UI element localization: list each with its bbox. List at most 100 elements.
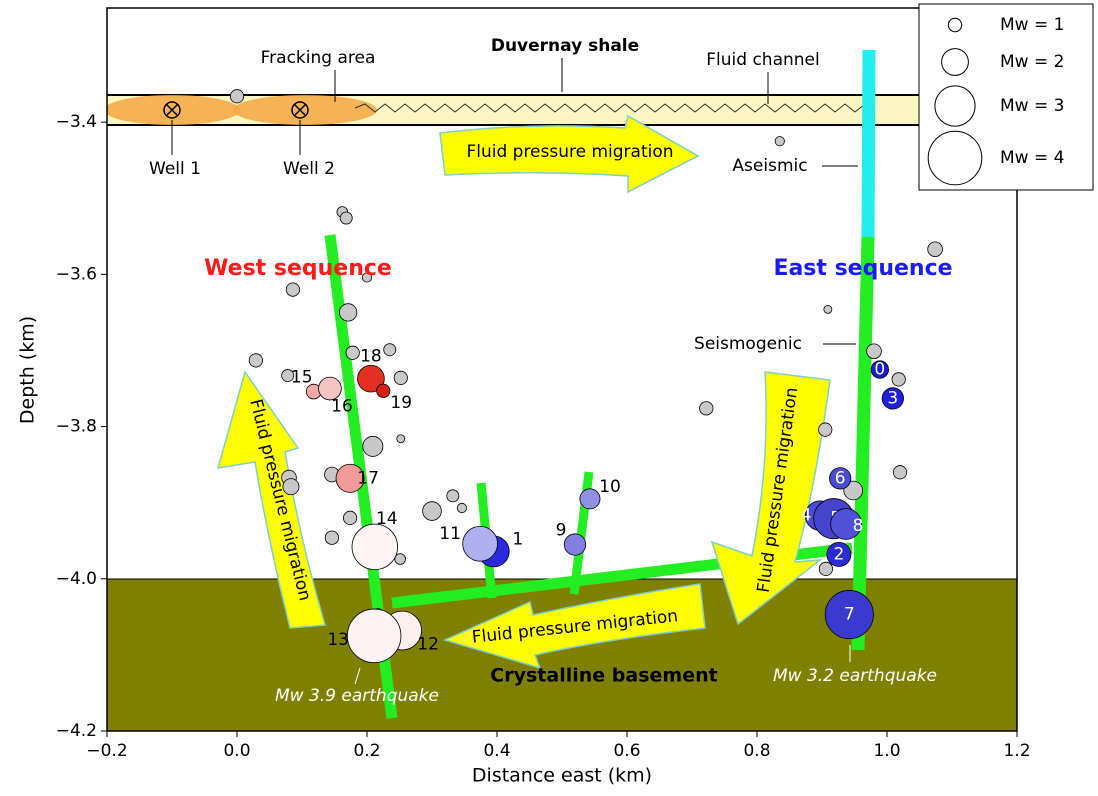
well	[293, 103, 307, 117]
x-tick-label: −0.2	[86, 741, 127, 761]
well	[291, 101, 309, 119]
legend-marker	[947, 17, 963, 33]
background-event	[823, 304, 833, 314]
background-event	[342, 510, 358, 526]
x-tick-label: 0.8	[743, 741, 770, 761]
frac-zone	[233, 95, 377, 125]
legend-label: Mw = 3	[1000, 96, 1064, 116]
legend-label: Mw = 1	[1000, 15, 1064, 35]
background-event	[866, 343, 882, 360]
background-event	[818, 422, 833, 437]
event-label: 13	[327, 630, 349, 650]
background-event	[345, 345, 360, 360]
background-event	[324, 530, 339, 545]
annotation: Duvernay shale	[491, 36, 639, 56]
y-tick-label: −4.2	[56, 721, 97, 741]
event	[357, 364, 385, 393]
background-event	[843, 480, 863, 501]
background-event	[446, 489, 460, 503]
event	[351, 523, 398, 571]
y-axis-label: Depth (km)	[17, 316, 39, 424]
well	[165, 103, 179, 117]
fault	[851, 236, 875, 651]
background-event	[281, 369, 295, 383]
annotation: Crystalline basement	[490, 665, 717, 687]
x-tick-label: 0.4	[483, 741, 510, 761]
event-label: 4	[801, 506, 812, 526]
annotation: West sequence	[204, 256, 392, 281]
annotation: Fluid channel	[706, 50, 819, 70]
migration-arrow	[216, 370, 326, 629]
frac-zone	[107, 95, 240, 125]
annotation: Fracking area	[261, 48, 376, 68]
event-label: 12	[417, 635, 439, 655]
event	[829, 467, 852, 490]
background-event	[383, 343, 397, 357]
event	[318, 376, 342, 401]
background-event	[892, 465, 908, 480]
background-event	[422, 501, 442, 521]
y-tick-label: −3.6	[56, 264, 97, 284]
event-label: 18	[360, 347, 382, 367]
annotation: East sequence	[773, 256, 952, 281]
annotation: Well 1	[149, 159, 201, 179]
background-event	[285, 282, 300, 297]
event-label: 9	[556, 521, 567, 541]
fluid-channel	[354, 103, 876, 113]
legend-label: Mw = 2	[1000, 52, 1064, 72]
event-label: 6	[835, 468, 846, 488]
background-event	[361, 272, 373, 283]
event	[335, 463, 365, 493]
event-label: 15	[291, 368, 313, 388]
event	[830, 508, 862, 540]
event	[870, 360, 889, 379]
legend-marker	[941, 48, 969, 76]
annotation: Seismogenic	[694, 334, 802, 354]
migration-arrow	[710, 371, 831, 626]
background-event	[396, 434, 406, 444]
background-event	[362, 435, 384, 457]
x-tick-label: 1.0	[873, 741, 900, 761]
event	[824, 590, 874, 640]
annotation: Mw 3.9 earthquake	[275, 686, 439, 706]
event	[376, 383, 391, 398]
x-tick-label: 0.2	[353, 741, 380, 761]
background-event	[282, 478, 300, 496]
background-event	[818, 561, 834, 576]
event-label: 1	[512, 529, 523, 549]
legend-marker	[934, 85, 976, 127]
y-tick-label: −3.8	[56, 417, 97, 437]
event	[563, 533, 587, 556]
event-label: 10	[599, 477, 621, 497]
event-label: 2	[833, 544, 844, 564]
x-axis-label: Distance east (km)	[472, 765, 652, 787]
event-label: 7	[844, 605, 855, 625]
background-event	[394, 553, 406, 565]
marks: 012345678910111213141516171819	[229, 89, 943, 664]
event	[826, 541, 852, 567]
y-tick-label: −4.0	[56, 569, 97, 589]
event-label: 8	[853, 516, 864, 536]
pointer	[354, 667, 361, 685]
annotation: Mw 3.2 earthquake	[773, 666, 937, 686]
migration-arrow	[442, 583, 706, 670]
event-label: 16	[331, 397, 353, 417]
background-event	[229, 89, 245, 104]
background-event	[339, 211, 353, 225]
background-event	[456, 502, 467, 514]
legend-label: Mw = 4	[1000, 148, 1064, 168]
event-label: 0	[874, 360, 885, 380]
event	[881, 387, 904, 410]
event-label: 17	[357, 468, 379, 488]
background-event	[774, 136, 785, 147]
background-event	[699, 401, 714, 416]
background-event	[393, 370, 408, 385]
annotation: Well 2	[283, 159, 335, 179]
event-label: 3	[887, 388, 898, 408]
y-tick-label: −3.4	[56, 112, 97, 132]
annotation: Fluid pressure migration	[466, 142, 673, 162]
event	[579, 488, 601, 510]
basement	[107, 579, 1017, 731]
event-label: 14	[376, 509, 398, 529]
event	[462, 525, 498, 562]
